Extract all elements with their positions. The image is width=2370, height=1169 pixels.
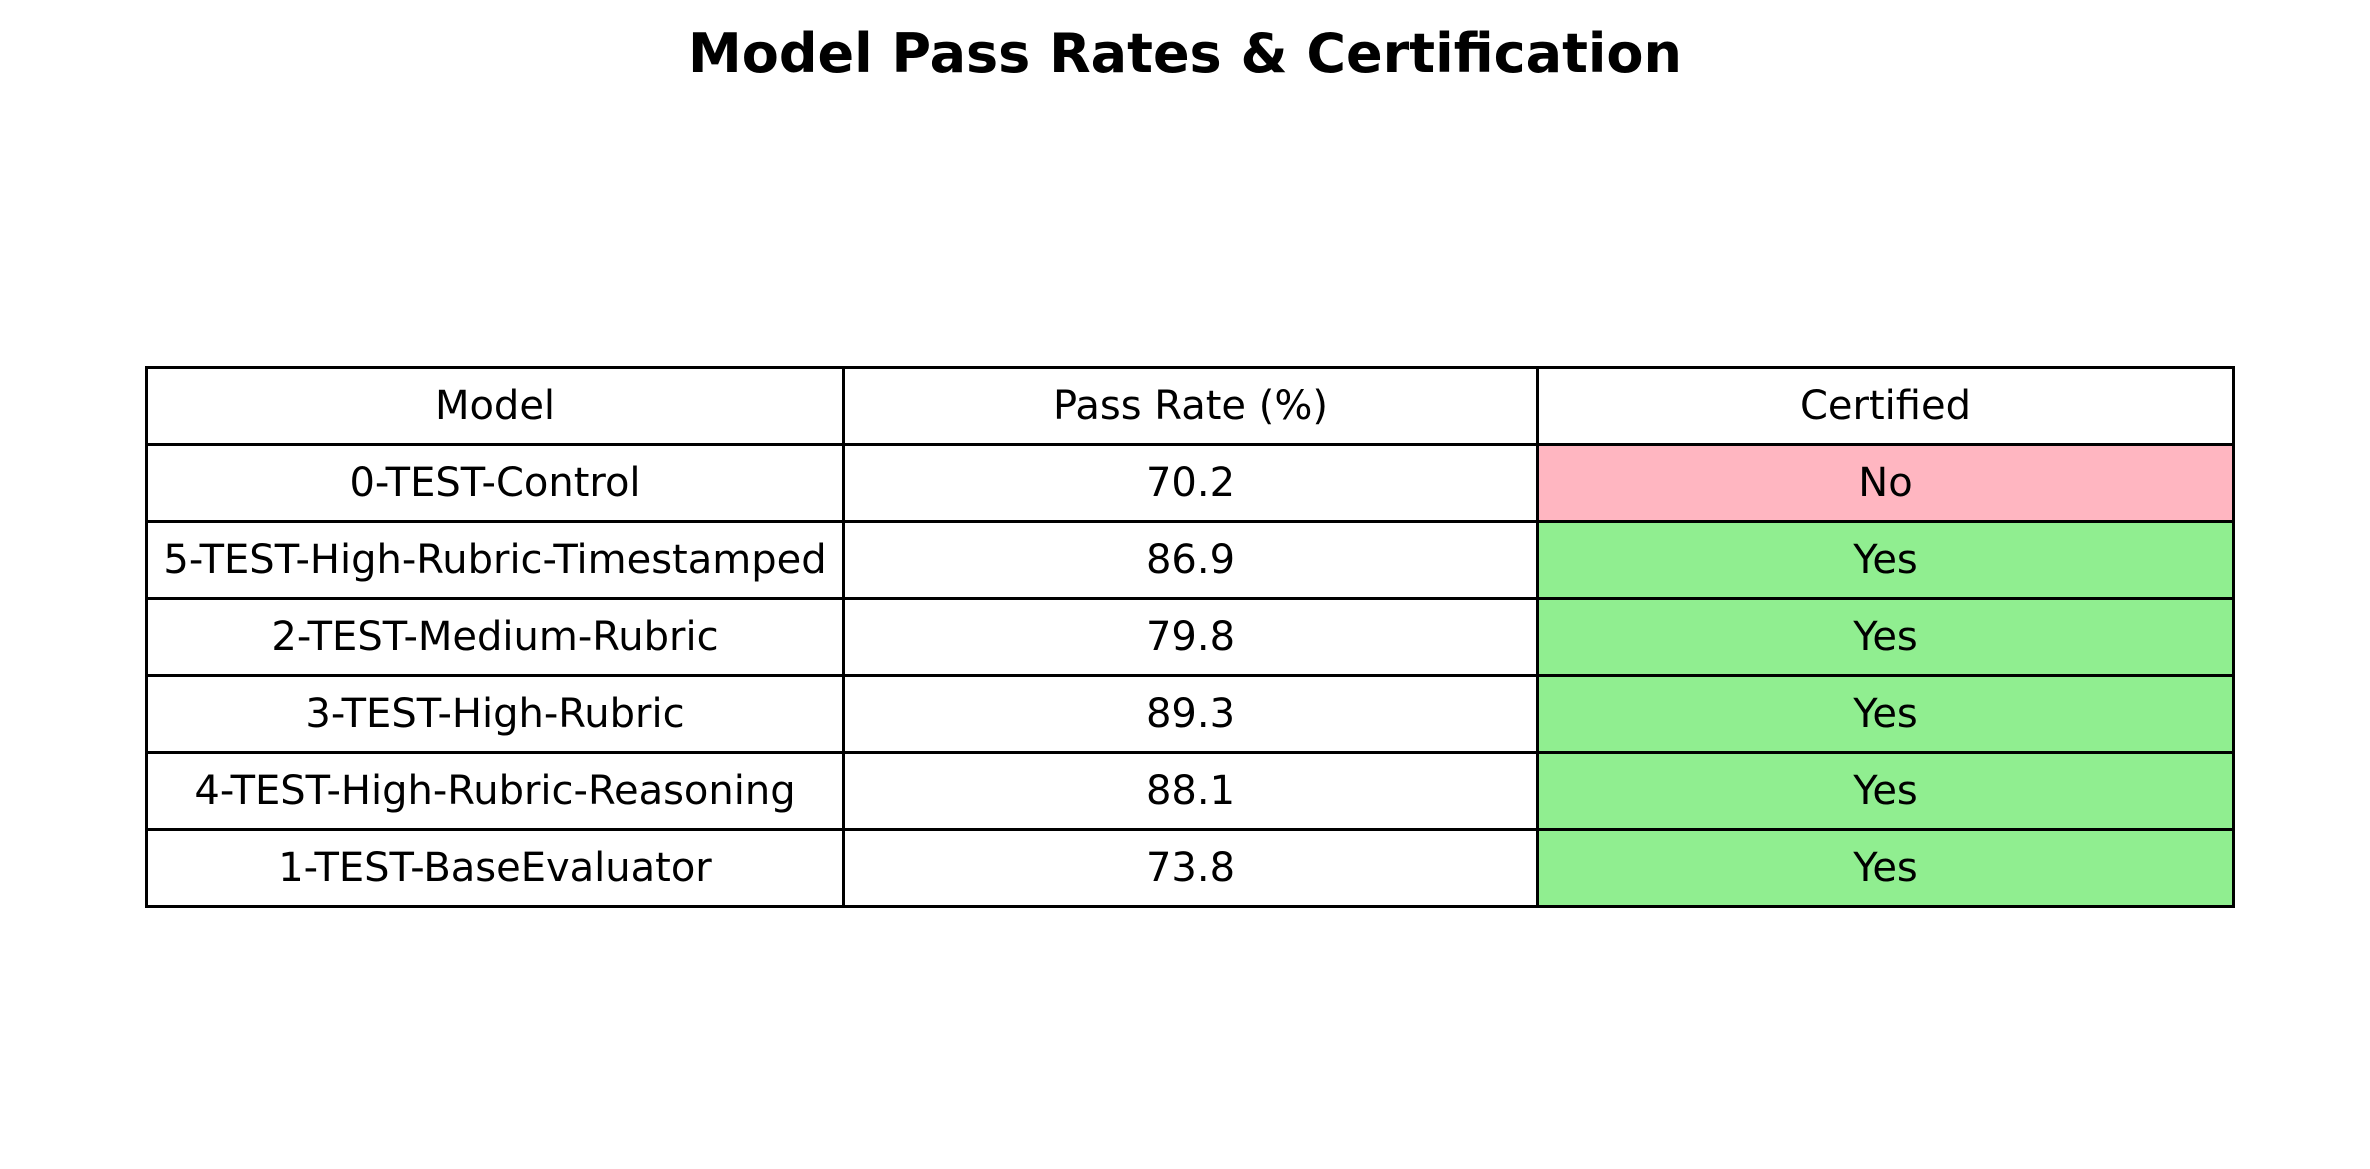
table-row: 4-TEST-High-Rubric-Reasoning 88.1 Yes <box>145 751 2235 831</box>
table-row: 5-TEST-High-Rubric-Timestamped 86.9 Yes <box>145 520 2235 600</box>
table-row: 3-TEST-High-Rubric 89.3 Yes <box>145 674 2235 754</box>
cell-model: 5-TEST-High-Rubric-Timestamped <box>145 520 845 600</box>
cell-model: 1-TEST-BaseEvaluator <box>145 828 845 908</box>
cell-pass-rate: 86.9 <box>842 520 1539 600</box>
cell-pass-rate: 88.1 <box>842 751 1539 831</box>
cell-certified: Yes <box>1536 674 2235 754</box>
cell-pass-rate: 73.8 <box>842 828 1539 908</box>
cell-pass-rate: 70.2 <box>842 443 1539 523</box>
table-row: 2-TEST-Medium-Rubric 79.8 Yes <box>145 597 2235 677</box>
table-row: 0-TEST-Control 70.2 No <box>145 443 2235 523</box>
table-body: 0-TEST-Control 70.2 No 5-TEST-High-Rubric-T… <box>145 443 2235 908</box>
table-row: 1-TEST-BaseEvaluator 73.8 Yes <box>145 828 2235 908</box>
data-table: Model Pass Rate (%) Certified 0-TEST-Con… <box>145 366 2235 908</box>
column-header-certified: Certified <box>1536 366 2235 446</box>
header-row: Model Pass Rate (%) Certified <box>145 366 2235 446</box>
cell-pass-rate: 89.3 <box>842 674 1539 754</box>
cell-model: 0-TEST-Control <box>145 443 845 523</box>
cell-model: 3-TEST-High-Rubric <box>145 674 845 754</box>
table-container: Model Pass Rate (%) Certified 0-TEST-Con… <box>145 366 2235 908</box>
cell-pass-rate: 79.8 <box>842 597 1539 677</box>
cell-model: 2-TEST-Medium-Rubric <box>145 597 845 677</box>
cell-certified: Yes <box>1536 828 2235 908</box>
cell-certified: No <box>1536 443 2235 523</box>
column-header-pass-rate: Pass Rate (%) <box>842 366 1539 446</box>
chart-title: Model Pass Rates & Certification <box>688 22 1682 85</box>
cell-certified: Yes <box>1536 520 2235 600</box>
column-header-model: Model <box>145 366 845 446</box>
cell-certified: Yes <box>1536 597 2235 677</box>
cell-model: 4-TEST-High-Rubric-Reasoning <box>145 751 845 831</box>
cell-certified: Yes <box>1536 751 2235 831</box>
